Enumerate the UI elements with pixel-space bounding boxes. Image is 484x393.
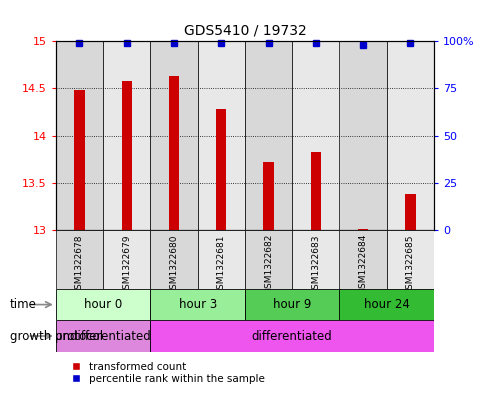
Bar	[405, 194, 415, 230]
Bar	[291, 41, 339, 230]
Bar	[291, 230, 339, 289]
Text: hour 0: hour 0	[84, 298, 122, 311]
Bar	[103, 41, 150, 230]
Text: GSM1322684: GSM1322684	[358, 234, 367, 294]
Text: undifferentiated: undifferentiated	[55, 329, 151, 343]
Bar	[103, 230, 150, 289]
Text: GSM1322679: GSM1322679	[122, 234, 131, 294]
Bar	[56, 289, 150, 320]
Text: GSM1322685: GSM1322685	[405, 234, 414, 294]
Bar	[339, 230, 386, 289]
Text: time: time	[10, 298, 36, 311]
Bar	[150, 320, 433, 352]
Text: GSM1322683: GSM1322683	[311, 234, 320, 294]
Bar	[197, 230, 244, 289]
Bar	[263, 162, 273, 230]
Bar	[74, 90, 84, 230]
Bar	[197, 41, 244, 230]
Legend: transformed count, percentile rank within the sample: transformed count, percentile rank withi…	[61, 357, 269, 388]
Bar	[121, 81, 132, 230]
Text: GSM1322682: GSM1322682	[263, 234, 272, 294]
Bar	[150, 41, 197, 230]
Text: GSM1322681: GSM1322681	[216, 234, 226, 294]
Title: GDS5410 / 19732: GDS5410 / 19732	[183, 23, 306, 37]
Bar	[56, 41, 103, 230]
Bar	[216, 109, 226, 230]
Bar	[310, 152, 320, 230]
Bar	[56, 320, 150, 352]
Bar	[150, 230, 197, 289]
Text: hour 24: hour 24	[363, 298, 409, 311]
Bar	[244, 289, 339, 320]
Text: growth protocol: growth protocol	[10, 329, 103, 343]
Text: differentiated: differentiated	[251, 329, 332, 343]
Text: hour 3: hour 3	[178, 298, 216, 311]
Bar	[244, 230, 291, 289]
Text: GSM1322680: GSM1322680	[169, 234, 178, 294]
Bar	[168, 76, 179, 230]
Bar	[386, 230, 433, 289]
Bar	[339, 41, 386, 230]
Text: hour 9: hour 9	[272, 298, 311, 311]
Text: GSM1322678: GSM1322678	[75, 234, 84, 294]
Bar	[244, 41, 291, 230]
Bar	[386, 41, 433, 230]
Bar	[150, 289, 244, 320]
Bar	[339, 289, 433, 320]
Bar	[56, 230, 103, 289]
Bar	[357, 229, 367, 230]
